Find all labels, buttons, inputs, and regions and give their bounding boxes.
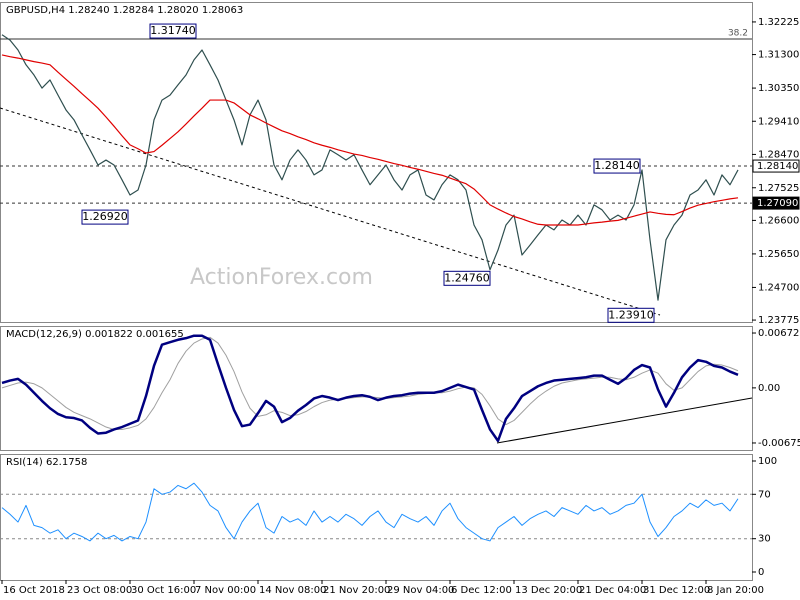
x-tick-label: 7 Nov 00:00 (195, 585, 256, 596)
y-tick-label: 1.31300 (758, 50, 799, 61)
annotation-label: 1.23910 (608, 308, 654, 321)
y-tick-label: 0 (758, 567, 764, 578)
annotation-label: 1.24760 (444, 271, 490, 284)
x-tick-label: 16 Oct 2018 (3, 585, 65, 596)
price-tag-label: 1.28140 (757, 161, 798, 172)
rsi-title: RSI(14) 62.1758 (6, 457, 87, 468)
y-tick-label: 1.26600 (758, 215, 799, 226)
watermark: ActionForex.com (190, 265, 373, 290)
macd-trendline (496, 397, 753, 444)
y-tick-label: 1.28470 (758, 149, 799, 160)
level-label: 38.2 (728, 29, 748, 39)
x-tick-label: 30 Oct 16:00 (131, 585, 196, 596)
annotation-box (81, 209, 129, 225)
annotation-label: 1.26920 (82, 210, 128, 223)
y-tick-label: 0.00 (758, 383, 780, 394)
y-tick-label: 1.27525 (758, 183, 799, 194)
x-tick-label: 21 Dec 04:00 (579, 585, 646, 596)
annotation-box (593, 158, 641, 174)
x-tick-label: 14 Nov 08:00 (259, 585, 326, 596)
x-tick-label: 8 Jan 20:00 (707, 585, 764, 596)
y-tick-label: 1.24700 (758, 282, 799, 293)
annotation-box (149, 23, 197, 39)
y-tick-label: 1.30350 (758, 83, 799, 94)
macd-panel (0, 326, 753, 451)
macd-title: MACD(12,26,9) 0.001822 0.001655 (6, 329, 184, 340)
y-tick-label: 1.32225 (758, 17, 799, 28)
annotation-label: 1.28140 (594, 159, 640, 172)
x-tick-label: 21 Nov 20:00 (323, 585, 390, 596)
annotation-box (607, 307, 655, 323)
series-line (1, 54, 739, 226)
x-tick-label: 31 Dec 12:00 (643, 585, 710, 596)
series-line (1, 34, 739, 301)
chart-title: GBPUSD,H4 1.28240 1.28284 1.28020 1.2806… (6, 5, 243, 16)
y-tick-label: 1.29410 (758, 116, 799, 127)
series-line (1, 482, 739, 542)
annotation-box (443, 270, 491, 286)
price-tag (752, 196, 800, 210)
series-line (1, 334, 739, 443)
y-tick-label: 1.23775 (758, 315, 799, 326)
price-tag (752, 159, 800, 173)
y-tick-label: 1.25650 (758, 249, 799, 260)
y-tick-label: 100 (758, 456, 777, 467)
y-tick-label: 30 (758, 534, 771, 545)
annotation-label: 1.31740 (150, 24, 196, 37)
price-tag-label: 1.27090 (757, 198, 798, 209)
x-tick-label: 6 Dec 12:00 (451, 585, 512, 596)
trendline (0, 107, 661, 316)
x-tick-label: 29 Nov 04:00 (387, 585, 454, 596)
x-tick-label: 13 Dec 20:00 (515, 585, 582, 596)
x-tick-label: 23 Oct 08:00 (67, 585, 132, 596)
rsi-panel (0, 454, 753, 581)
y-tick-label: -0.006758 (758, 438, 800, 449)
y-tick-label: 70 (758, 489, 771, 500)
y-tick-label: 0.006729 (758, 328, 800, 339)
